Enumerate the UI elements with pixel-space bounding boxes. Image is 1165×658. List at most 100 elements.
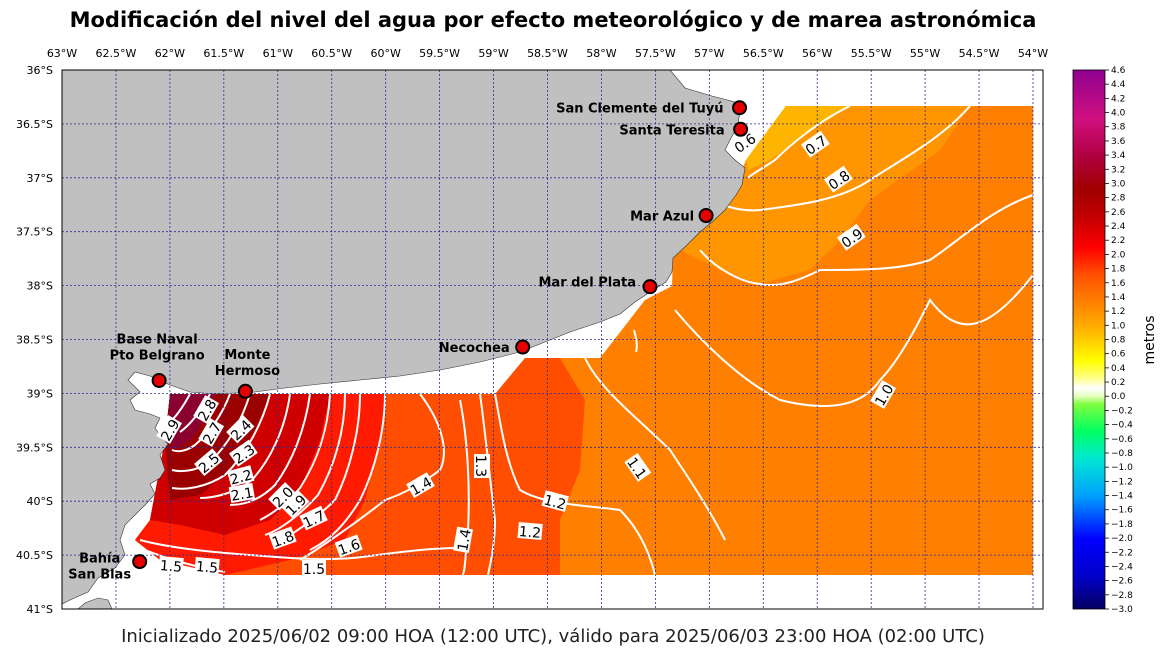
colorbar-tick-label: −2.6 xyxy=(1111,577,1133,587)
contour-label-bg xyxy=(837,223,866,251)
colorbar-tick-label: 3.4 xyxy=(1111,151,1126,161)
lat-tick-label: 38°S xyxy=(27,280,53,293)
contour-label-text: 1.4 xyxy=(455,528,475,553)
station-marker xyxy=(732,100,748,116)
field-amber-ne xyxy=(680,106,970,284)
contour-label-bg xyxy=(801,130,830,158)
colorbar-tick-label: 2.4 xyxy=(1111,222,1126,232)
colorbar-tick-label: −2.4 xyxy=(1111,562,1133,572)
latitude-tick-labels: 36°S 36.5°S 37°S 37.5°S 38°S 38.5°S 39°S 39.5°S… xyxy=(16,64,53,616)
station-name: Base Naval Pto Belgrano xyxy=(110,332,205,363)
lon-tick-label: 63°W xyxy=(47,47,77,60)
contour-label-bg xyxy=(474,454,490,478)
lon-tick-label: 56.5°W xyxy=(743,47,784,60)
colorbar-tick-label: 0.2 xyxy=(1111,378,1125,388)
contour-label: 1.2 xyxy=(541,490,569,514)
colorbar-ticks: 4.6 4.4 4.2 4.0 3.8 3.6 3.4 3.2 3.0 2.8 2.6 2.4 2.2 2… xyxy=(1105,66,1133,615)
contour-label-bg xyxy=(268,482,297,511)
contour-label-text: 2.1 xyxy=(230,485,255,505)
contour-label-bg xyxy=(870,380,897,409)
colorbar-tick-label: 3.0 xyxy=(1111,179,1126,189)
colorbar-tick-label: −2.8 xyxy=(1111,591,1133,601)
contour-label-text: 1.6 xyxy=(336,537,362,560)
lon-tick-label: 62.5°W xyxy=(96,47,137,60)
lat-tick-label: 38.5°S xyxy=(16,334,53,347)
station-marker xyxy=(151,372,167,388)
colorbar-tick-label: 0.4 xyxy=(1111,364,1126,374)
colorbar-tick-label: −1.2 xyxy=(1111,477,1133,487)
contour-label-bg xyxy=(281,490,310,519)
station-markers: San Clemente del Tuyú Santa Teresita Mar A… xyxy=(68,100,749,583)
colorbar-tick-label: 4.0 xyxy=(1111,109,1126,119)
lon-tick-label: 58°W xyxy=(586,47,616,60)
contour-label: 2.1 xyxy=(228,483,256,505)
station-name: Santa Teresita xyxy=(619,123,724,138)
station-name: Bahía San Blas xyxy=(68,552,131,583)
contour-label-text: 1.3 xyxy=(472,455,488,477)
contour-label-bg xyxy=(194,556,220,576)
lon-tick-label: 56°W xyxy=(802,47,832,60)
colorbar-tick-label: −0.8 xyxy=(1111,449,1133,459)
colorbar-ramp xyxy=(1072,69,1106,610)
contour-label-text: 1.8 xyxy=(270,529,296,552)
contour-label-bg xyxy=(334,534,363,558)
lon-tick-label: 57.5°W xyxy=(635,47,676,60)
colorbar-tick-label: 2.0 xyxy=(1111,250,1126,260)
colorbar-tick-label: 1.4 xyxy=(1111,293,1126,303)
contour-label-bg xyxy=(624,453,652,482)
colorbar-tick-label: 1.6 xyxy=(1111,279,1126,289)
colorbar-tick-label: 1.2 xyxy=(1111,307,1125,317)
land-south-bit xyxy=(62,597,113,609)
contour-label-bg xyxy=(406,472,435,499)
station-marker xyxy=(515,339,531,355)
lon-tick-label: 61.5°W xyxy=(203,47,244,60)
colorbar-tick-label: 4.6 xyxy=(1111,66,1126,76)
colorbar-tick-label: −1.4 xyxy=(1111,492,1133,502)
colorbar-tick-label: 0.0 xyxy=(1111,392,1126,402)
contour-label: 1.4 xyxy=(453,526,475,554)
lat-tick-label: 36.5°S xyxy=(16,118,53,131)
station-name: Mar del Plata xyxy=(538,276,636,291)
contour-label-bg xyxy=(517,521,543,541)
station-name: Monte Hermoso xyxy=(215,348,280,379)
contour-label-bg xyxy=(156,415,183,444)
station-marker xyxy=(698,208,714,224)
contour-label: 1.6 xyxy=(334,534,363,560)
contour-label: 1.5 xyxy=(158,555,184,576)
contour-label-text: 1.2 xyxy=(542,492,568,513)
lat-tick-label: 40.5°S xyxy=(16,549,53,562)
colorbar-tick-label: −1.6 xyxy=(1111,506,1133,516)
station-name: San Clemente del Tuyú xyxy=(556,102,723,117)
contour-label-text: 1.5 xyxy=(303,562,325,578)
lon-tick-label: 59.5°W xyxy=(419,47,460,60)
contour-label-bg xyxy=(194,448,223,477)
plot-frame xyxy=(61,69,1044,610)
lon-tick-label: 61°W xyxy=(263,47,293,60)
lat-tick-label: 41°S xyxy=(27,603,53,616)
lon-tick-label: 54°W xyxy=(1018,47,1048,60)
land-mass xyxy=(62,70,746,605)
colorbar-tick-label: 2.6 xyxy=(1111,208,1126,218)
contour-label-bg xyxy=(730,128,759,156)
colorbar-tick-label: 0.6 xyxy=(1111,350,1126,360)
lon-tick-label: 60°W xyxy=(370,47,400,60)
lat-tick-label: 39°S xyxy=(27,387,53,400)
station-marker xyxy=(733,121,749,137)
colorbar: 4.6 4.4 4.2 4.0 3.8 3.6 3.4 3.2 3.0 2.8 2.6 2.4 2.2 2… xyxy=(1072,66,1158,615)
lon-tick-label: 59°W xyxy=(478,47,508,60)
field-yellow-ne xyxy=(746,106,850,170)
colorbar-tick-label: −2.0 xyxy=(1111,534,1133,544)
contour-label-text: 2.2 xyxy=(228,467,254,488)
colorbar-tick-label: 1.0 xyxy=(1111,321,1126,331)
colorbar-tick-label: 4.4 xyxy=(1111,80,1126,90)
colorbar-tick-label: 2.2 xyxy=(1111,236,1125,246)
colorbar-tick-label: −2.2 xyxy=(1111,548,1133,558)
contour-label-bg xyxy=(226,415,255,444)
lat-tick-label: 37.5°S xyxy=(16,226,53,239)
contour-label-bg xyxy=(198,418,225,447)
field-orange-east xyxy=(525,106,1033,575)
colorbar-tick-label: 2.8 xyxy=(1111,194,1126,204)
contour-label: 1.5 xyxy=(194,556,220,577)
map-title: Modificación del nivel del agua por efec… xyxy=(69,8,1037,32)
